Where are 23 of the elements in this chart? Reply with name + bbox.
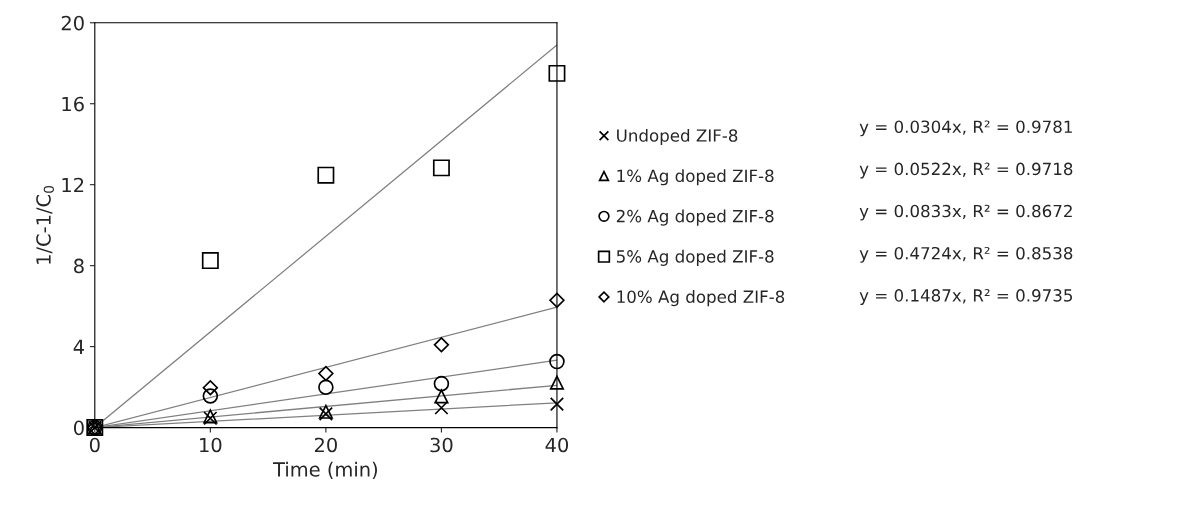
legend-label: 2% Ag doped ZIF-8 — [616, 209, 774, 226]
text: y = 0.1487x, R² = 0.9735 — [859, 289, 1073, 305]
text: y = 0.0522x, R² = 0.9718 — [859, 162, 1073, 179]
x-tick-label: 20 — [314, 437, 337, 453]
y-tick-label: 0 — [73, 420, 84, 436]
y-tick-label: 4 — [73, 339, 84, 354]
legend-label: 1% Ag doped ZIF-8 — [617, 169, 774, 186]
x-tick-label: 0 — [89, 437, 100, 453]
y-axis-title: 1/C-1/C$_{0}$ — [36, 185, 54, 264]
text: y = 0.4724x, R² = 0.8538 — [859, 246, 1073, 263]
x-axis-title: Time (min) — [273, 461, 377, 480]
x-tick-label: 30 — [430, 437, 453, 453]
y-tick-label: 12 — [62, 177, 84, 193]
legend-label: 10% Ag doped ZIF-8 — [617, 290, 785, 307]
text: y = 0.0833x, R² = 0.8672 — [859, 204, 1072, 221]
x-tick-label: 40 — [545, 437, 569, 453]
y-tick-label: 16 — [62, 96, 84, 112]
text: y = 0.0304x, R² = 0.9781 — [859, 120, 1072, 137]
y-tick-label: 8 — [74, 258, 84, 274]
legend-label: Undoped ZIF-8 — [617, 128, 738, 146]
legend-label: 5% Ag doped ZIF-8 — [616, 249, 774, 266]
x-tick-label: 10 — [200, 437, 222, 453]
y-tick-label: 20 — [61, 15, 84, 31]
